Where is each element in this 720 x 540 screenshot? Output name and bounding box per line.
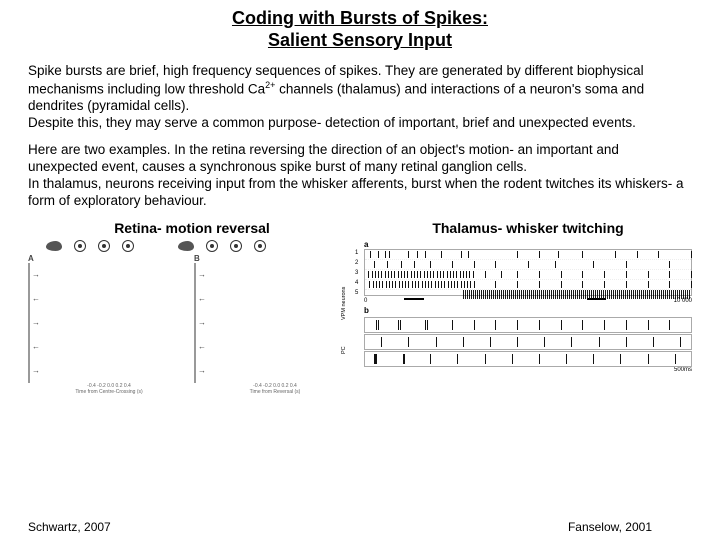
raster-block-top: 12345 <box>364 249 692 296</box>
para1-sup: 2+ <box>265 80 275 90</box>
histogram <box>28 359 30 383</box>
histogram <box>28 263 30 287</box>
direction-arrow-icon: ← <box>198 342 206 351</box>
histogram <box>194 359 196 383</box>
retina-stimulus-icons <box>46 240 356 252</box>
raster-row: 4 <box>365 280 691 290</box>
mouse-icon <box>178 241 194 251</box>
thalamus-panel-b-label: b <box>364 306 692 315</box>
right-column: Thalamus- whisker twitching a12345010 00… <box>364 220 692 534</box>
direction-arrow-icon: → <box>32 270 40 279</box>
title-line2: Salient Sensory Input <box>268 30 452 50</box>
row-number: 5 <box>355 290 358 296</box>
disc-icon <box>98 240 110 252</box>
histogram <box>28 335 30 359</box>
left-col-title: Retina- motion reversal <box>28 220 356 236</box>
direction-arrow-icon: → <box>198 366 206 375</box>
raster-row: 5 <box>365 290 691 299</box>
direction-arrow-icon: → <box>198 270 206 279</box>
xtick-bottom: 500ms <box>364 367 692 373</box>
para2-b: In thalamus, neurons receiving input fro… <box>28 176 684 208</box>
disc-icon <box>74 240 86 252</box>
para1-c: Despite this, they may serve a common pu… <box>28 115 636 130</box>
histogram <box>28 287 30 311</box>
raster-row: 2 <box>365 260 691 270</box>
x-axis-label: Time from Reversal (s) <box>194 389 356 395</box>
row-number: 4 <box>355 280 358 286</box>
raster-block-bottom: VPM neurons PC <box>364 317 692 367</box>
direction-arrow-icon: ← <box>198 294 206 303</box>
direction-arrow-icon: ← <box>32 342 40 351</box>
side-label: VPM neurons <box>341 286 347 319</box>
direction-arrow-icon: ← <box>32 294 40 303</box>
dense-spike-band <box>463 290 691 299</box>
side-label: PC <box>341 346 347 354</box>
time-marker <box>404 298 424 300</box>
disc-icon <box>230 240 242 252</box>
disc-icon <box>254 240 266 252</box>
thalamus-panel-a-label: a <box>364 240 692 249</box>
panel-label: A <box>28 254 190 263</box>
disc-icon <box>206 240 218 252</box>
citation-left: Schwartz, 2007 <box>28 520 356 534</box>
mouse-icon <box>46 241 62 251</box>
direction-arrow-icon: → <box>198 318 206 327</box>
histogram <box>194 335 196 359</box>
para2-a: Here are two examples. In the retina rev… <box>28 142 619 174</box>
histogram <box>194 287 196 311</box>
histogram <box>194 311 196 335</box>
paragraph-2: Here are two examples. In the retina rev… <box>28 142 692 210</box>
row-number: 1 <box>355 250 358 256</box>
left-column: Retina- motion reversal A→←→←→-0.4 -0.2 … <box>28 220 356 534</box>
title-line1: Coding with Bursts of Spikes: <box>232 8 488 28</box>
right-col-title: Thalamus- whisker twitching <box>364 220 692 236</box>
paragraph-1: Spike bursts are brief, high frequency s… <box>28 63 692 132</box>
histogram <box>28 311 30 335</box>
disc-icon <box>122 240 134 252</box>
x-axis-label: Time from Centre-Crossing (s) <box>28 389 190 395</box>
mini-raster-row <box>364 334 692 350</box>
histogram <box>194 263 196 287</box>
direction-arrow-icon: → <box>32 366 40 375</box>
mini-raster-row: VPM neurons <box>364 317 692 333</box>
citation-right: Fanselow, 2001 <box>364 520 692 534</box>
slide-title: Coding with Bursts of Spikes: Salient Se… <box>28 8 692 51</box>
row-number: 3 <box>355 270 358 276</box>
retina-panel-A: A→←→←→-0.4 -0.2 0.0 0.2 0.4Time from Cen… <box>28 254 190 395</box>
retina-panel-B: B→←→←→-0.4 -0.2 0.0 0.2 0.4Time from Rev… <box>194 254 356 395</box>
raster-row: 3 <box>365 270 691 280</box>
thalamus-figure: a12345010 000bVPM neuronsPC500ms <box>364 240 692 518</box>
mini-raster-row: PC <box>364 351 692 367</box>
raster-row: 1 <box>365 250 691 260</box>
row-number: 2 <box>355 260 358 266</box>
direction-arrow-icon: → <box>32 318 40 327</box>
panel-label: B <box>194 254 356 263</box>
time-marker <box>587 298 607 300</box>
retina-figure: A→←→←→-0.4 -0.2 0.0 0.2 0.4Time from Cen… <box>28 240 356 518</box>
